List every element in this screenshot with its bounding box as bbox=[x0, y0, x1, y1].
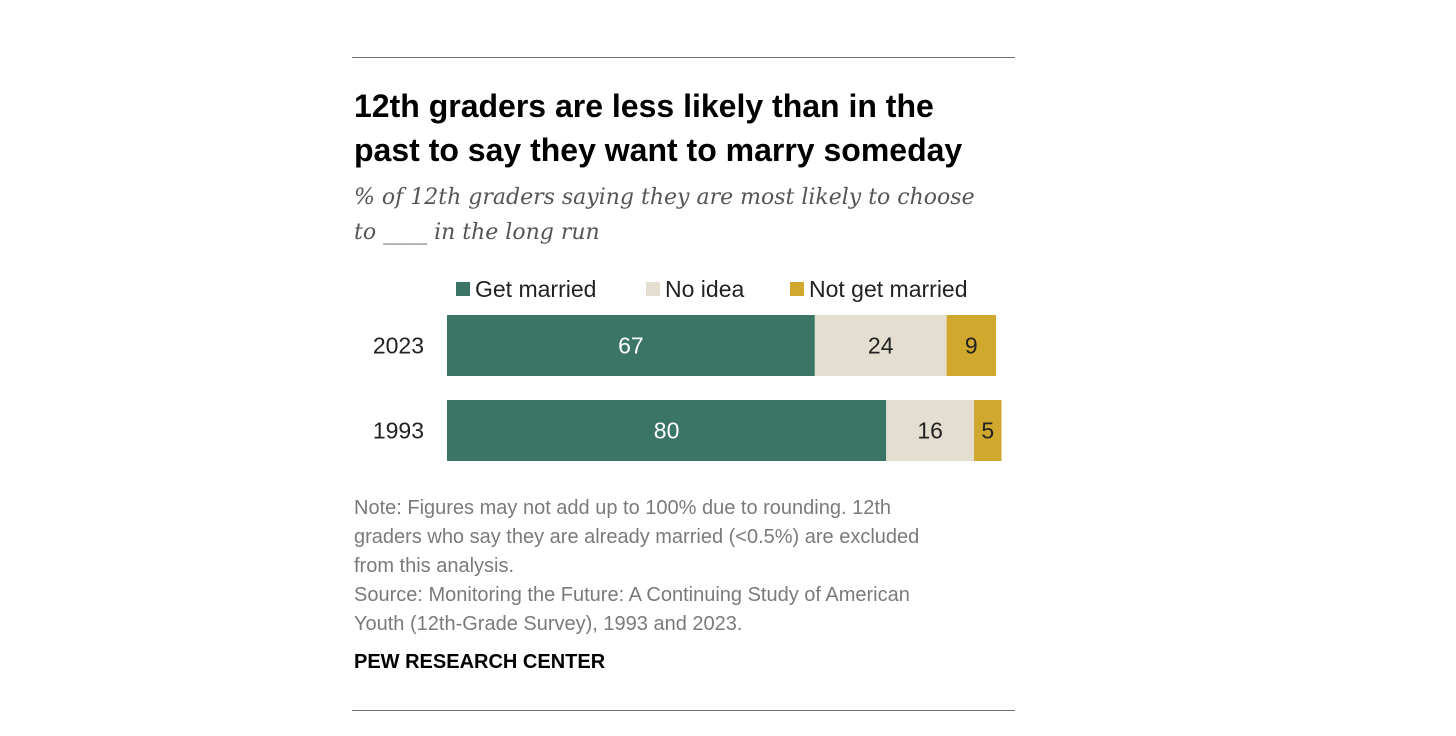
legend-label-no-idea: No idea bbox=[665, 276, 744, 302]
subtitle-line-1: % of 12th graders saying they are most l… bbox=[354, 185, 975, 210]
source-line-1: Source: Monitoring the Future: A Continu… bbox=[354, 584, 910, 606]
bottom-rule bbox=[352, 710, 1015, 711]
brand-label: PEW RESEARCH CENTER bbox=[354, 651, 606, 673]
bar-no-idea-2023 bbox=[814, 315, 947, 376]
source-line-2: Youth (12th-Grade Survey), 1993 and 2023… bbox=[354, 613, 743, 635]
legend-label-get-married: Get married bbox=[475, 276, 596, 302]
note-line-1: Note: Figures may not add up to 100% due… bbox=[354, 497, 892, 519]
category-label-1993: 1993 bbox=[373, 418, 424, 444]
title-line-2: past to say they want to marry someday bbox=[354, 132, 963, 168]
data-label-not-get-married-2023: 9 bbox=[965, 333, 978, 359]
bar-get-married-2023 bbox=[447, 315, 815, 376]
data-label-get-married-1993: 80 bbox=[654, 418, 680, 444]
data-label-not-get-married-1993: 5 bbox=[981, 418, 994, 444]
subtitle-line-2: to ____ in the long run bbox=[354, 220, 600, 245]
bar-not-get-married-1993 bbox=[974, 400, 1002, 461]
data-label-no-idea-1993: 16 bbox=[917, 418, 943, 444]
data-label-get-married-2023: 67 bbox=[618, 333, 644, 359]
category-label-2023: 2023 bbox=[373, 333, 424, 359]
bar-no-idea-1993 bbox=[886, 400, 975, 461]
chart-subtitle: % of 12th graders saying they are most l… bbox=[354, 180, 1054, 250]
title-line-1: 12th graders are less likely than in the bbox=[354, 88, 934, 124]
data-label-no-idea-2023: 24 bbox=[868, 333, 894, 359]
chart-title: 12th graders are less likely than in the… bbox=[354, 84, 1054, 172]
note-line-3: from this analysis. bbox=[354, 555, 515, 577]
legend-swatch-no-idea bbox=[646, 282, 660, 296]
bar-not-get-married-2023 bbox=[946, 315, 996, 376]
bar-get-married-1993 bbox=[447, 400, 887, 461]
legend-label-not-get-married: Not get married bbox=[809, 276, 968, 302]
legend-swatch-get-married bbox=[456, 282, 470, 296]
top-rule bbox=[352, 57, 1015, 58]
legend-swatch-not-get-married bbox=[790, 282, 804, 296]
note-line-2: graders who say they are already married… bbox=[354, 526, 920, 548]
chart-note: Note: Figures may not add up to 100% due… bbox=[354, 494, 994, 639]
